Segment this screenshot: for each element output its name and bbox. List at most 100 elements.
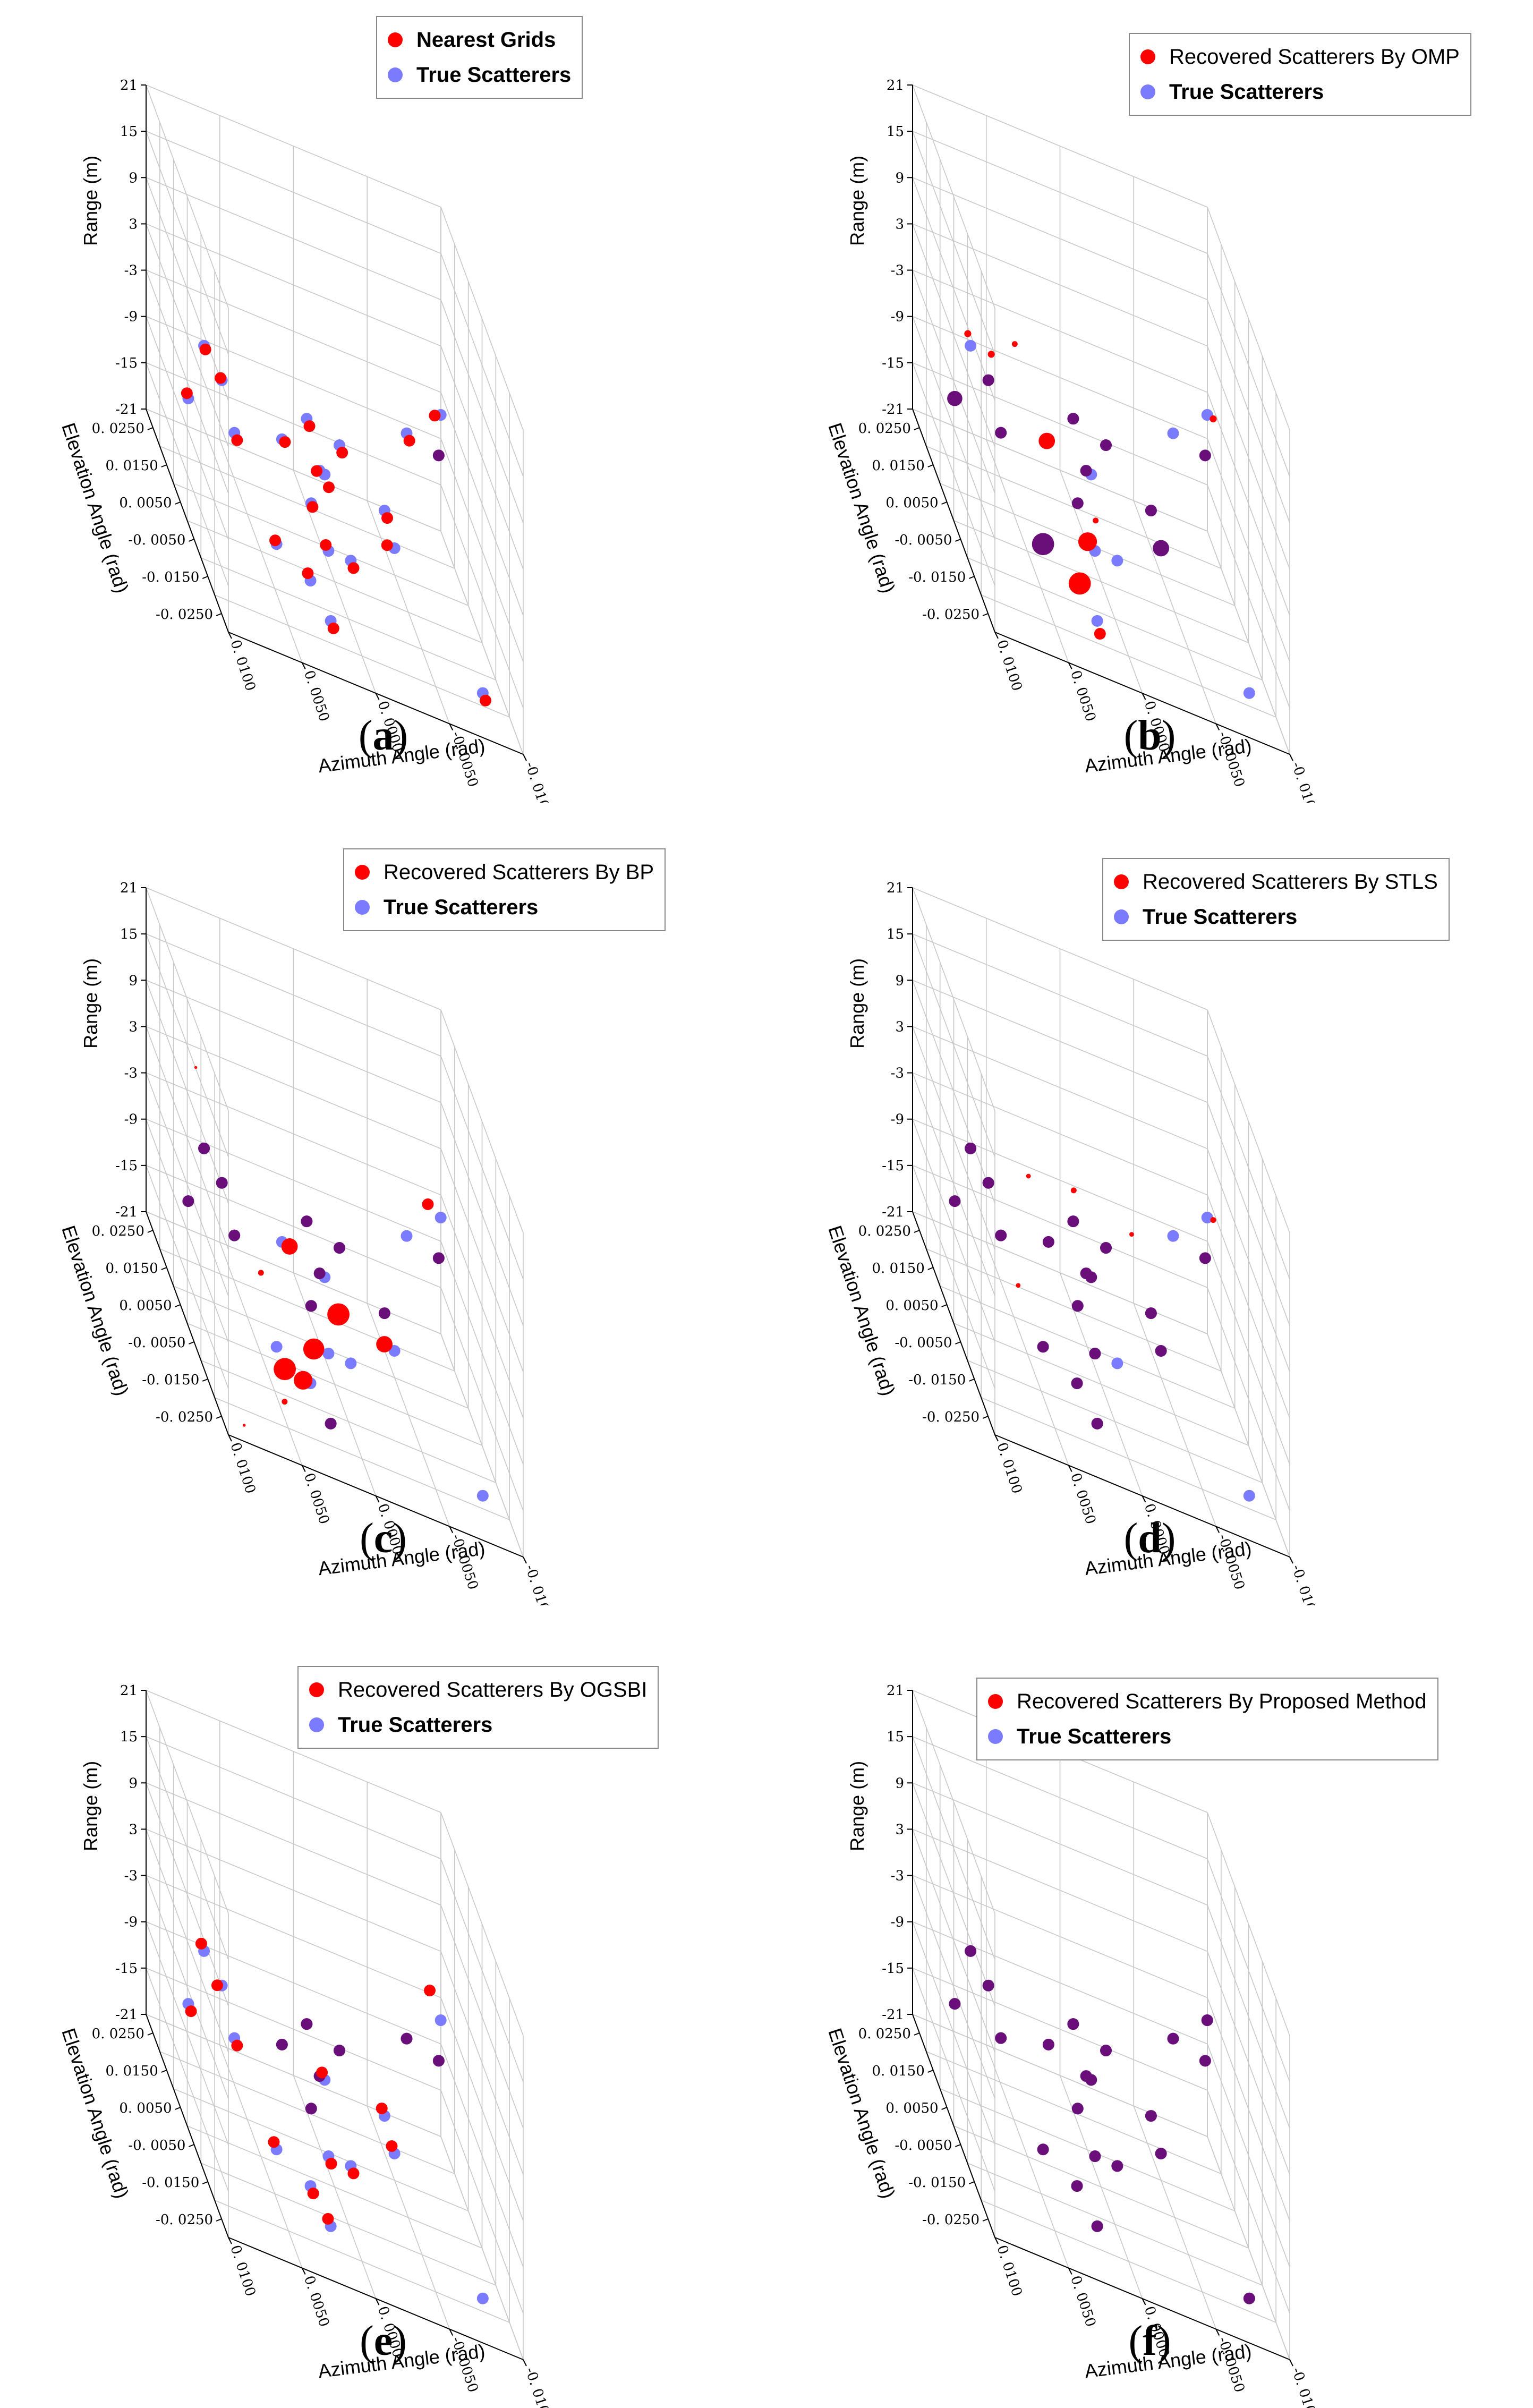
elevation-tick: [914, 1230, 920, 1233]
range-tick-label: 15: [120, 926, 138, 942]
grid-line: [912, 362, 1208, 486]
true-scatterer-point: [270, 1341, 283, 1353]
recovered-scatterer-point: [1078, 532, 1097, 551]
grid-line: [214, 1397, 510, 1520]
azimuth-tick: [1142, 2298, 1146, 2305]
grid-line: [146, 1828, 441, 1952]
grid-line: [1207, 1951, 1290, 2175]
elevation-tick-label: 0. 0250: [858, 2026, 911, 2042]
true-scatterer-point: [1201, 1212, 1213, 1224]
grid-line: [146, 887, 229, 1111]
grid-line: [1207, 346, 1290, 569]
recovered-scatterer-point: [432, 449, 445, 462]
range-tick-label: -21: [882, 1204, 904, 1220]
recovered-scatterer-point: [276, 2038, 288, 2050]
azimuth-tick: [523, 1556, 527, 1564]
legend-label-true: True Scatterers: [338, 1713, 493, 1737]
recovered-scatterer-point: [347, 562, 360, 574]
range-tick-label: 15: [887, 1729, 904, 1745]
legend-item-true: True Scatterers: [1114, 899, 1438, 934]
elevation-tick: [161, 1267, 167, 1270]
recovered-scatterer-point: [1091, 2220, 1103, 2232]
recovered-scatterer-point: [1100, 1242, 1112, 1254]
recovered-scatterer-point: [242, 1424, 246, 1427]
recovered-scatterer-point: [1091, 1417, 1103, 1430]
recovered-scatterer-point: [313, 1267, 326, 1280]
grid-line: [201, 1360, 496, 1483]
grid-line: [912, 1165, 1208, 1288]
recovered-scatterer-point: [1145, 2110, 1157, 2122]
grid-line: [440, 1905, 524, 2129]
elevation-tick: [982, 613, 989, 616]
recovered-scatterer-point: [325, 1417, 337, 1430]
true-scatterer-point: [965, 339, 977, 352]
range-axis-title: Range (m): [80, 156, 101, 246]
legend-label-true: True Scatterers: [1169, 80, 1324, 104]
legend-item-true: True Scatterers: [388, 57, 571, 92]
recovered-scatterer-point: [294, 1371, 313, 1390]
grid-line: [146, 270, 229, 493]
range-tick-label: -15: [115, 1961, 138, 1977]
azimuth-tick: [994, 1434, 999, 1442]
grid-line: [146, 84, 441, 208]
legend-item-recovered: Recovered Scatterers By Proposed Method: [988, 1684, 1427, 1719]
elevation-tick: [914, 2032, 920, 2036]
grid-line: [146, 980, 229, 1204]
recovered-scatterer-point: [336, 447, 348, 459]
legend-label-recovered: Recovered Scatterers By Proposed Method: [1017, 1689, 1427, 1713]
recovered-scatterer-point: [1155, 2148, 1167, 2160]
panel-f: 21 15 9 3 -3 -9 -15 -21 Range (m) 0. 0250 0. 0150 0…: [766, 1605, 1533, 2408]
range-axis-title: Range (m): [846, 156, 868, 246]
elevation-tick-label: -0. 0150: [142, 1372, 199, 1388]
plot-d: 21 15 9 3 -3 -9 -15 -21 Range (m) 0. 0250 0. 0150 0…: [824, 880, 1321, 1605]
elevation-tick-label: -0. 0250: [156, 607, 213, 623]
recovered-scatterer-point: [1042, 1236, 1054, 1248]
panel-d: 21 15 9 3 -3 -9 -15 -21 Range (m) 0. 0250 0. 0150 0…: [766, 803, 1533, 1605]
legend-item-true: True Scatterers: [1140, 74, 1460, 109]
grid-line: [440, 392, 524, 616]
range-tick-label: -3: [891, 1066, 904, 1082]
range-tick-label: 21: [887, 880, 904, 896]
recovered-scatterer-point: [378, 1307, 390, 1320]
elevation-tick-label: -0. 0050: [895, 1335, 952, 1351]
recovered-scatterer-point: [1199, 1252, 1211, 1264]
elevation-tick: [941, 1304, 947, 1307]
grid-line: [440, 1195, 524, 1418]
azimuth-tick: [1289, 754, 1293, 761]
elevation-tick: [175, 2107, 181, 2110]
grid-line: [440, 1241, 524, 1465]
range-tick-label: -15: [882, 1158, 904, 1174]
recovered-scatterer-point: [386, 2140, 398, 2152]
legend-a: Nearest Grids True Scatterers: [376, 16, 583, 99]
recovered-scatterer-point: [295, 1374, 302, 1380]
recovered-scatterer-point: [376, 1336, 393, 1352]
grid-line: [912, 887, 1208, 1010]
azimuth-tick: [994, 632, 999, 639]
elevation-axis-line: [912, 2014, 995, 2238]
elevation-tick: [147, 427, 154, 430]
legend-e: Recovered Scatterers By OGSBI True Scatt…: [297, 1666, 659, 1749]
grid-line: [146, 131, 441, 254]
elevation-tick: [968, 576, 975, 579]
elevation-tick: [189, 539, 194, 542]
range-tick-label: -3: [124, 1066, 138, 1082]
recovered-scatterer-point: [1100, 2045, 1112, 2057]
range-tick-label: 21: [120, 78, 138, 93]
elevation-axis-line: [146, 2014, 229, 2238]
grid-line: [912, 177, 995, 401]
range-tick-label: -9: [891, 1915, 904, 1930]
recovered-scatterer-point: [269, 534, 282, 547]
grid-line: [912, 84, 995, 309]
true-scatterer-point: [1243, 687, 1255, 699]
recovered-scatterer-point: [1037, 2143, 1049, 2156]
plot-c: 21 15 9 3 -3 -9 -15 -21 Range (m) 0. 0250 0. 0150 0…: [57, 880, 555, 1605]
grid-line: [1207, 1056, 1290, 1280]
grid-line: [214, 594, 510, 718]
elevation-tick-label: -0. 0250: [922, 607, 980, 623]
elevation-tick-label: 0. 0250: [92, 421, 144, 437]
recovered-scatterer-point: [274, 1358, 296, 1381]
recovered-scatterer-point: [327, 622, 339, 634]
elevation-tick-label: 0. 0050: [885, 495, 938, 511]
range-tick-label: 3: [895, 1822, 904, 1837]
grid-line: [912, 270, 995, 493]
